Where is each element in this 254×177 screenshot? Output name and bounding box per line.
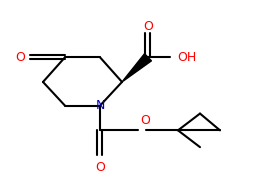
Text: OH: OH — [176, 51, 196, 64]
Polygon shape — [121, 54, 151, 82]
Text: N: N — [95, 99, 104, 112]
Text: O: O — [139, 114, 149, 127]
Text: O: O — [142, 20, 152, 33]
Text: O: O — [15, 51, 25, 64]
Text: O: O — [95, 161, 105, 174]
